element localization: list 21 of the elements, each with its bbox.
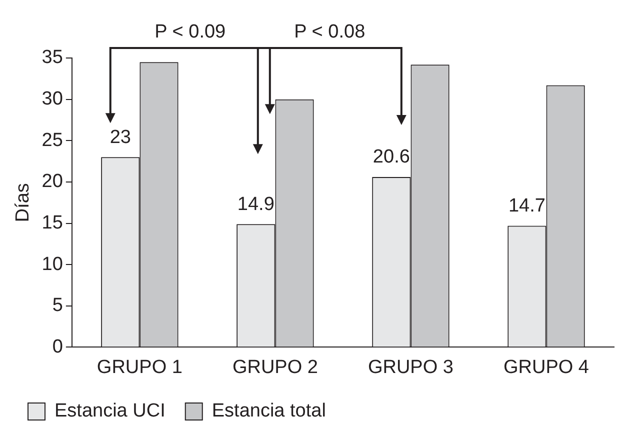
y-tick-label: 20 (42, 171, 63, 192)
x-tick-label: GRUPO 3 (368, 356, 454, 378)
y-tick-label: 5 (52, 295, 63, 316)
text: P < 0.09 (154, 22, 226, 43)
y-tick-label: 15 (42, 212, 63, 234)
data-label: 14.9 (237, 194, 274, 215)
data-label: 23 (110, 126, 131, 148)
x-tick-label: GRUPO 4 (503, 356, 590, 378)
y-tick-label: 25 (42, 130, 63, 151)
data-label: 14.7 (508, 195, 546, 216)
y-tick-label: 30 (42, 88, 63, 110)
x-tick-label: GRUPO 2 (232, 356, 318, 378)
legend-label: Estancia total (212, 400, 326, 422)
y-tick-label: 35 (42, 47, 63, 68)
y-tick-label: 10 (42, 254, 63, 275)
legend-label: Estancia UCI (54, 400, 166, 422)
x-tick-label: GRUPO 1 (96, 356, 182, 378)
y-tick-label: 0 (52, 336, 63, 358)
data-label: 20.6 (372, 146, 410, 168)
text: P < 0.08 (294, 22, 366, 43)
y-axis-title: Días (12, 183, 34, 222)
